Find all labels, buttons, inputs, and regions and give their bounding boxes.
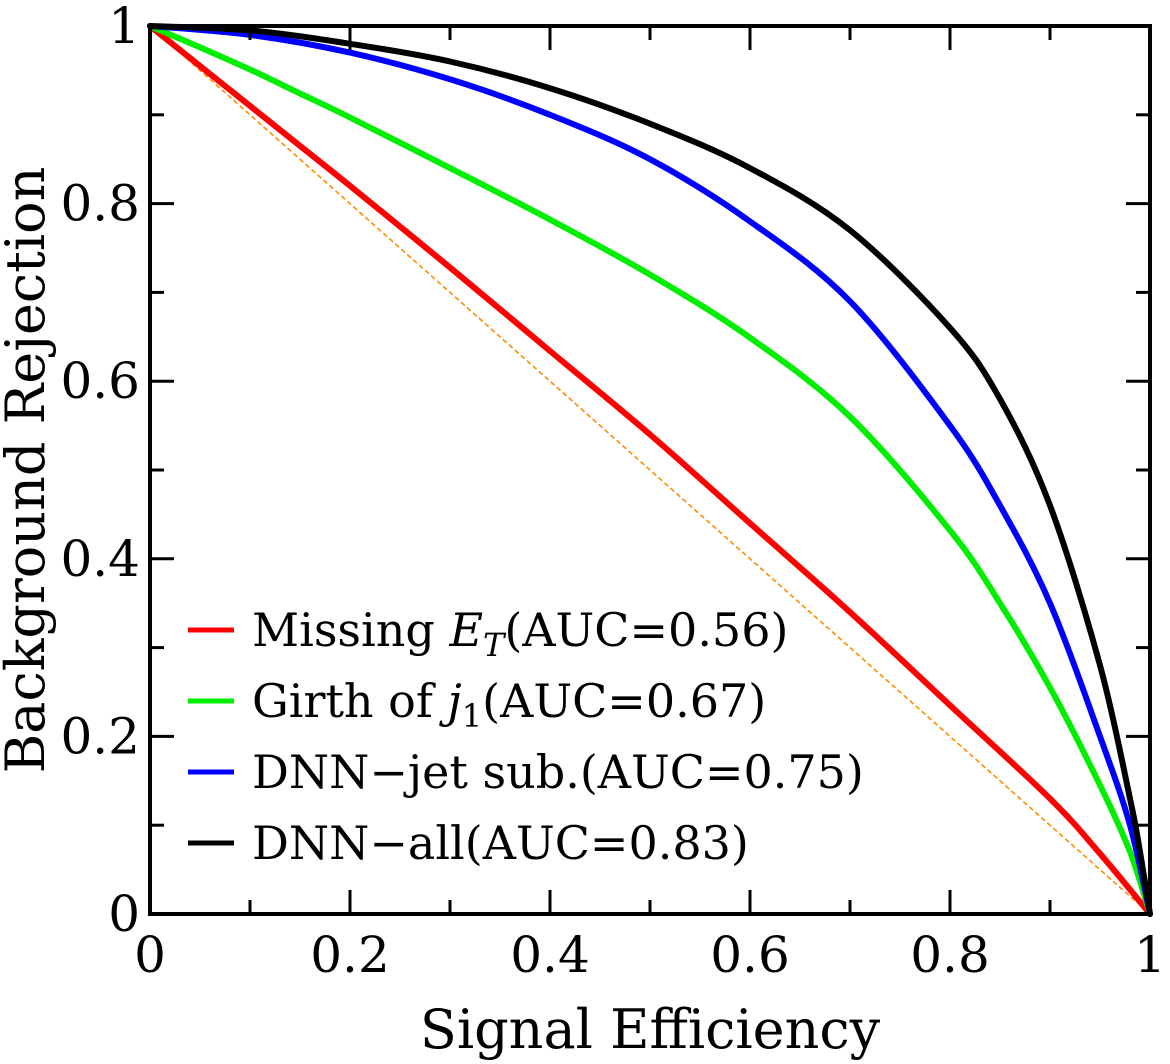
legend-text-part: DNN−all: [252, 816, 465, 870]
legend-text-part: Missing: [252, 603, 449, 657]
legend-text-part: DNN−jet sub.: [252, 745, 580, 799]
series-line-0: [147, 23, 1153, 917]
legend-text-part: (AUC=0.83): [465, 816, 749, 870]
y-tick-label: 0.4: [60, 530, 140, 588]
legend-text-part: (AUC=0.67): [482, 674, 766, 728]
y-tick-label: 1: [108, 0, 140, 55]
x-tick-label: 0.2: [310, 926, 390, 984]
legend-text-part: Girth of: [252, 674, 448, 728]
plot-curves: [147, 23, 1153, 917]
reference-diagonal-line: [149, 25, 1151, 915]
x-tick-label: 1: [1134, 926, 1166, 984]
legend: Missing ET(AUC=0.56) Girth of j1(AUC=0.67…: [188, 603, 864, 870]
series-line-3: [147, 23, 1153, 917]
x-tick-label: 0.6: [710, 926, 790, 984]
legend-text-part: (AUC=0.56): [504, 603, 788, 657]
x-axis-label: Signal Efficiency: [420, 998, 881, 1061]
series-line-1: [147, 23, 1153, 917]
legend-label-1: Girth of j1(AUC=0.67): [252, 674, 766, 735]
y-tick-label: 0.6: [60, 352, 140, 410]
x-tick-label: 0.4: [510, 926, 590, 984]
legend-label-2: DNN−jet sub.(AUC=0.75): [252, 745, 864, 799]
y-tick-label: 0: [108, 885, 140, 943]
plot-frame: [148, 24, 1152, 916]
legend-text-part: E: [448, 603, 483, 657]
y-axis-label: Background Rejection: [0, 167, 57, 774]
x-tick-label: 0: [134, 926, 166, 984]
legend-label-0: Missing ET(AUC=0.56): [252, 603, 788, 664]
tick-labels: 0 0.2 0.4 0.6 0.8 1 0 0.2 0.4 0.6 0.8 1: [60, 0, 1165, 984]
legend-label-3: DNN−all(AUC=0.83): [252, 816, 749, 870]
y-tick-label: 0.8: [60, 175, 140, 233]
legend-text-part: (AUC=0.75): [580, 745, 864, 799]
x-tick-label: 0.8: [910, 926, 990, 984]
y-tick-label: 0.2: [60, 707, 140, 765]
series-line-2: [147, 23, 1153, 917]
legend-text-part: 1: [462, 697, 482, 735]
legend-text-part: T: [483, 626, 507, 664]
